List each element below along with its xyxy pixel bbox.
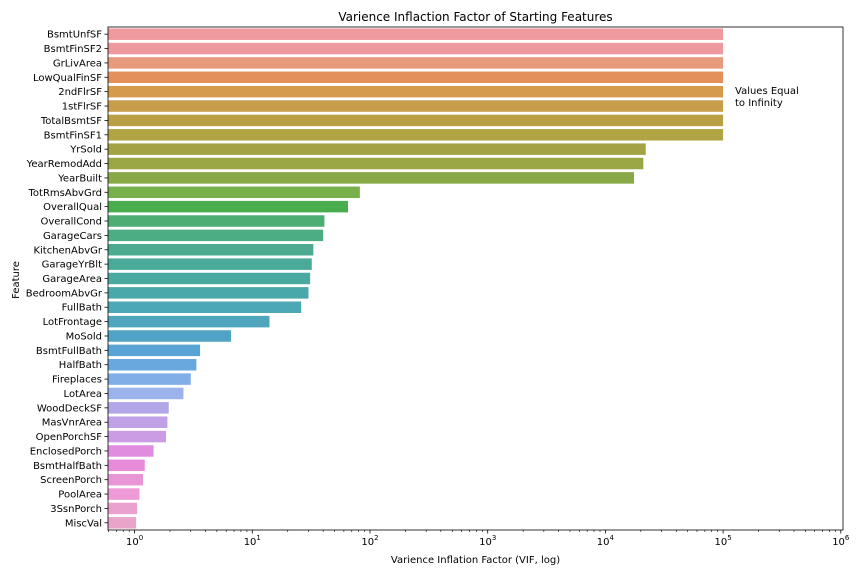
x-tick-label: 102 <box>361 534 378 548</box>
y-tick-label: LowQualFinSF <box>33 73 102 84</box>
y-tick-label: BsmtFinSF2 <box>44 44 102 55</box>
bar-YearBuilt <box>108 172 635 184</box>
y-tick-label: 2ndFlrSF <box>58 87 102 98</box>
bar-GrLivArea <box>108 57 724 69</box>
y-tick-label: YrSold <box>69 145 102 156</box>
y-tick-label: OverallCond <box>40 217 102 228</box>
y-tick-label: PoolArea <box>58 490 102 501</box>
bar-OverallCond <box>108 215 325 227</box>
y-tick-label: MoSold <box>66 331 102 342</box>
bar-LotFrontage <box>108 315 270 328</box>
x-tick-label: 100 <box>126 534 143 548</box>
bars-group <box>108 28 724 529</box>
y-tick-label: OpenPorchSF <box>36 432 103 443</box>
y-tick-label: YearRemodAdd <box>26 159 102 170</box>
y-tick-label: YearBuilt <box>57 173 102 184</box>
y-tick-label: 1stFlrSF <box>62 102 102 113</box>
y-tick-label: OverallQual <box>43 202 102 213</box>
plot-frame <box>107 26 844 531</box>
bar-YrSold <box>108 143 646 155</box>
bar-KitchenAbvGr <box>108 244 314 256</box>
y-tick-label: GarageYrBlt <box>42 260 102 271</box>
y-tick-label: LotFrontage <box>43 317 102 328</box>
x-tick-label: 101 <box>244 534 261 548</box>
bar-YearRemodAdd <box>108 157 644 170</box>
bar-2ndFlrSF <box>108 85 724 98</box>
y-tick-label: ScreenPorch <box>40 475 102 486</box>
x-tick-label: 105 <box>714 534 731 548</box>
y-tick-label: Fireplaces <box>52 375 102 386</box>
bar-LotArea <box>108 387 184 400</box>
bar-OpenPorchSF <box>108 430 167 443</box>
y-tick-label: TotalBsmtSF <box>40 116 102 127</box>
bar-BedroomAbvGr <box>108 287 309 299</box>
y-tick-labels: BsmtUnfSF BsmtFinSF2 GrLivArea LowQualFinSF… <box>26 30 108 529</box>
bar-BsmtHalfBath <box>108 459 145 472</box>
x-tick-label: 103 <box>479 534 496 548</box>
y-tick-label: KitchenAbvGr <box>33 245 102 256</box>
bar-TotRmsAbvGrd <box>108 186 360 199</box>
y-tick-label: FullBath <box>62 303 102 314</box>
y-tick-label: BedroomAbvGr <box>26 288 103 299</box>
y-tick-label: 3SsnPorch <box>50 504 102 515</box>
y-tick-label: BsmtUnfSF <box>47 30 102 41</box>
x-ticks: 100 101 102 103 104 105 106 <box>108 530 850 548</box>
bar-LowQualFinSF <box>108 71 724 84</box>
x-tick-label: 106 <box>832 534 850 548</box>
annotation-line-2: to Infinity <box>735 98 783 109</box>
bar-3SsnPorch <box>108 502 138 515</box>
bar-TotalBsmtSF <box>108 114 724 127</box>
x-tick-label: 104 <box>597 534 615 548</box>
bar-MasVnrArea <box>108 416 168 428</box>
y-tick-label: GarageArea <box>42 274 102 285</box>
y-axis-label: Feature <box>11 261 22 299</box>
bar-GarageCars <box>108 229 324 242</box>
y-tick-label: GrLivArea <box>53 58 102 69</box>
bar-WoodDeckSF <box>108 402 169 414</box>
bar-MoSold <box>108 330 232 342</box>
y-tick-label: LotArea <box>64 389 102 400</box>
bar-HalfBath <box>108 358 197 371</box>
bar-GarageYrBlt <box>108 258 312 270</box>
bar-MiscVal <box>108 517 137 529</box>
bar-PoolArea <box>108 488 140 500</box>
bar-BsmtFullBath <box>108 344 201 357</box>
y-tick-label: BsmtFullBath <box>36 346 102 357</box>
y-tick-label: HalfBath <box>59 360 102 371</box>
annotation-line-1: Values Equal <box>735 86 799 97</box>
y-tick-label: TotRmsAbvGrd <box>28 188 103 199</box>
y-tick-label: MiscVal <box>65 518 102 529</box>
bar-BsmtUnfSF <box>108 28 724 40</box>
y-tick-label: GarageCars <box>43 231 102 242</box>
bar-GarageArea <box>108 272 311 285</box>
y-tick-label: MasVnrArea <box>42 418 102 429</box>
x-axis-label: Varience Inflation Factor (VIF, log) <box>391 555 560 566</box>
bar-BsmtFinSF1 <box>108 129 724 141</box>
infinity-annotation: Values Equal to Infinity <box>735 86 802 109</box>
bar-1stFlrSF <box>108 100 724 112</box>
bar-EnclosedPorch <box>108 445 154 457</box>
bar-BsmtFinSF2 <box>108 42 724 55</box>
bar-Fireplaces <box>108 373 191 385</box>
y-tick-label: BsmtHalfBath <box>33 461 102 472</box>
bar-OverallQual <box>108 200 348 213</box>
bar-FullBath <box>108 301 302 313</box>
y-tick-label: BsmtFinSF1 <box>44 130 102 141</box>
bar-ScreenPorch <box>108 473 144 486</box>
y-tick-label: EnclosedPorch <box>30 446 102 457</box>
chart-title: Varience Inflaction Factor of Starting F… <box>338 10 612 24</box>
y-tick-label: WoodDeckSF <box>37 403 102 414</box>
